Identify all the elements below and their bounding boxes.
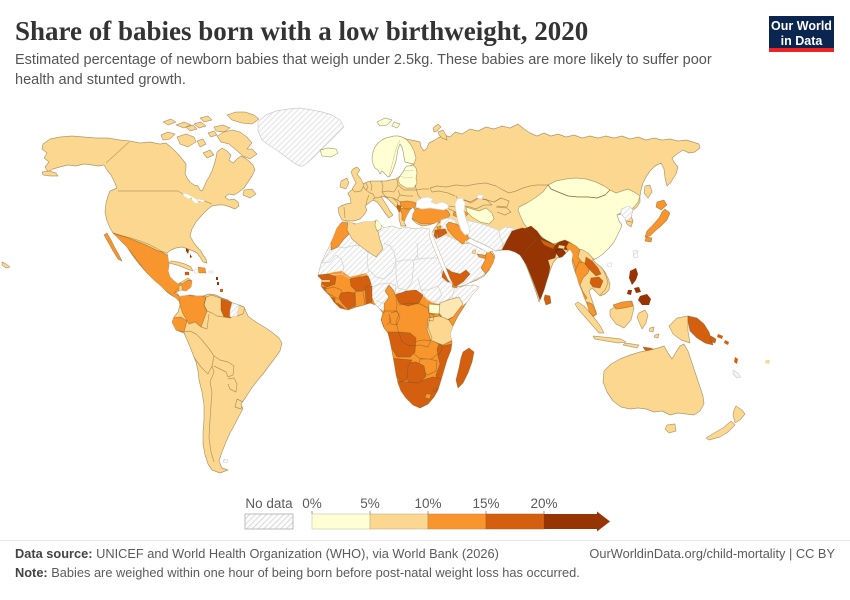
svg-text:0%: 0%	[302, 496, 322, 511]
svg-text:20%: 20%	[530, 496, 557, 511]
svg-text:15%: 15%	[472, 496, 499, 511]
svg-text:No data: No data	[245, 496, 293, 511]
svg-text:5%: 5%	[360, 496, 380, 511]
svg-text:10%: 10%	[414, 496, 441, 511]
